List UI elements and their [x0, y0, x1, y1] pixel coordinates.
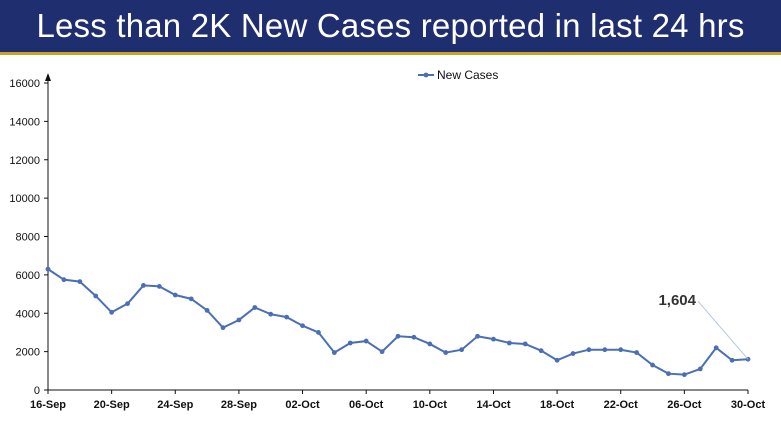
data-point	[331, 350, 337, 355]
y-tick-label: 2000	[16, 347, 40, 359]
y-tick-label: 4000	[16, 308, 40, 320]
data-point	[236, 317, 242, 323]
data-point	[45, 266, 51, 272]
y-tick-label: 16000	[9, 78, 40, 90]
data-point	[61, 277, 67, 283]
series-line-new-cases	[47, 268, 749, 376]
data-point	[300, 323, 305, 329]
data-point	[172, 292, 178, 298]
x-axis-ticks: 16-Sep 20-Sep 24-Sep 28-Sep 02-Oct 06-Oct 10-O…	[30, 390, 765, 411]
data-point	[268, 311, 274, 317]
data-point	[634, 350, 640, 355]
data-point	[141, 283, 146, 288]
data-point	[77, 279, 83, 284]
series-points	[45, 266, 751, 378]
callout-leader-line	[697, 300, 749, 360]
data-point	[443, 350, 449, 355]
y-tick-label: 6000	[16, 270, 40, 282]
legend: New Cases	[418, 68, 498, 82]
x-tick-label: 06-Oct	[349, 399, 384, 411]
data-point	[618, 347, 624, 353]
data-point	[363, 338, 369, 344]
x-tick-label: 30-Oct	[731, 399, 766, 411]
data-point	[697, 366, 703, 372]
x-tick-label: 24-Sep	[157, 399, 193, 411]
data-point	[204, 307, 210, 313]
header-banner: Less than 2K New Cases reported in last …	[0, 0, 781, 52]
data-point	[650, 362, 655, 368]
y-axis-arrow	[45, 73, 51, 81]
data-point	[427, 341, 433, 347]
data-point	[602, 347, 608, 353]
x-tick-label: 18-Oct	[540, 399, 575, 411]
data-point	[93, 293, 99, 299]
data-point	[188, 296, 194, 302]
data-point	[554, 357, 560, 363]
data-point	[316, 330, 321, 335]
data-point	[284, 314, 290, 320]
y-tick-label: 12000	[9, 155, 40, 167]
data-point	[522, 341, 528, 347]
data-point	[570, 351, 576, 356]
x-tick-label: 14-Oct	[476, 399, 511, 411]
data-point	[459, 347, 465, 353]
data-point	[666, 371, 671, 377]
y-tick-label: 0	[34, 385, 40, 397]
data-point	[586, 347, 592, 353]
data-point	[491, 336, 496, 342]
data-point	[713, 345, 719, 351]
x-tick-label: 20-Sep	[94, 399, 130, 411]
data-point	[681, 372, 687, 378]
y-tick-label: 8000	[16, 232, 40, 244]
header-accent-rule	[0, 52, 781, 55]
data-point	[125, 301, 130, 307]
x-tick-label: 02-Oct	[285, 399, 320, 411]
data-point	[156, 283, 162, 289]
data-point	[109, 309, 115, 315]
y-axis-ticks: 0 2000 4000 6000 8000 10000 12000 14000 16000	[9, 78, 48, 397]
y-tick-label: 14000	[9, 116, 40, 128]
data-point	[538, 348, 544, 354]
data-point	[347, 340, 353, 346]
x-tick-label: 22-Oct	[604, 399, 639, 411]
data-point	[379, 349, 385, 355]
legend-label: New Cases	[437, 68, 498, 82]
x-tick-label: 10-Oct	[413, 399, 448, 411]
data-point	[395, 333, 401, 339]
callout-label: 1,604	[658, 292, 696, 309]
x-tick-label: 26-Oct	[667, 399, 702, 411]
legend-marker	[423, 72, 429, 78]
new-cases-chart: 0 2000 4000 6000 8000 10000 12000 14000 16000 16…	[9, 68, 765, 411]
data-point	[252, 305, 258, 310]
x-tick-label: 16-Sep	[30, 399, 66, 411]
data-point	[220, 325, 226, 331]
data-point	[411, 334, 417, 340]
y-tick-label: 10000	[9, 193, 40, 205]
x-tick-label: 28-Sep	[221, 399, 257, 411]
data-point	[729, 357, 735, 363]
data-point	[506, 340, 512, 346]
data-point	[475, 333, 480, 339]
page-title: Less than 2K New Cases reported in last …	[36, 7, 745, 44]
